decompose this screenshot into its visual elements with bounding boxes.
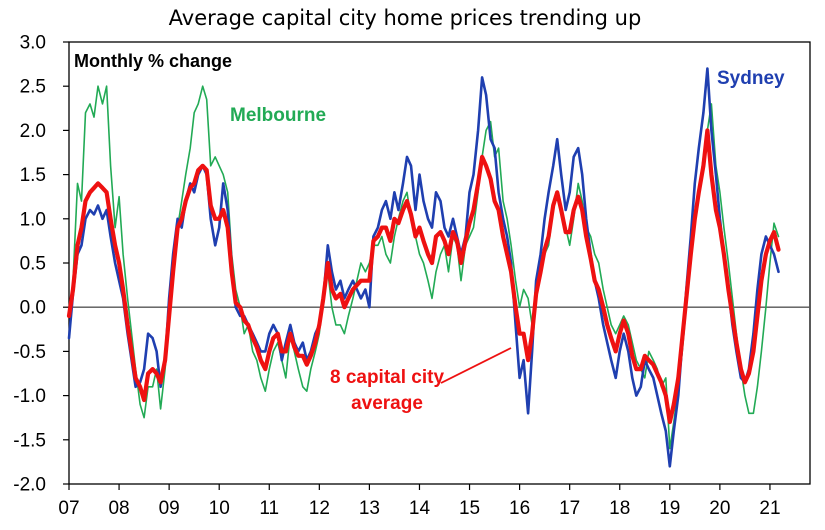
x-tick-label: 07 bbox=[58, 498, 79, 519]
y-tick-label: 2.0 bbox=[20, 121, 46, 142]
x-axis: 07 08 09 10 11 12 13 14 15 16 17 18 19 20 21 bbox=[58, 484, 781, 519]
y-tick-label: 0.0 bbox=[20, 298, 46, 319]
x-tick-label: 15 bbox=[459, 498, 480, 519]
y-tick-label: 2.5 bbox=[20, 77, 46, 98]
chart-title: Average capital city home prices trendin… bbox=[169, 6, 642, 30]
y-tick-label: -0.5 bbox=[13, 342, 46, 363]
y-tick-label: -1.0 bbox=[13, 386, 46, 407]
y-tick-label: 1.5 bbox=[20, 165, 46, 186]
annotation-arrow bbox=[440, 347, 512, 384]
series-line-8-capital-city-average bbox=[66, 128, 781, 425]
x-tick-label: 16 bbox=[509, 498, 530, 519]
y-tick-label: -1.5 bbox=[13, 430, 46, 451]
x-tick-label: 21 bbox=[759, 498, 780, 519]
x-tick-label: 19 bbox=[659, 498, 680, 519]
x-tick-label: 11 bbox=[259, 498, 279, 519]
y-axis-label: Monthly % change bbox=[74, 51, 232, 71]
y-tick-label: 1.0 bbox=[20, 209, 46, 230]
plot-area bbox=[68, 41, 811, 485]
x-tick-label: 20 bbox=[709, 498, 730, 519]
x-tick-label: 12 bbox=[309, 498, 330, 519]
y-tick-label: 0.5 bbox=[20, 254, 46, 275]
y-axis: 3.0 2.5 2.0 1.5 1.0 0.5 0.0 -0.5 -1.0 -1.5 -2.0 bbox=[13, 33, 69, 496]
y-tick-label: -2.0 bbox=[13, 475, 46, 496]
x-tick-label: 18 bbox=[609, 498, 630, 519]
x-tick-label: 10 bbox=[209, 498, 230, 519]
x-tick-label: 09 bbox=[159, 498, 180, 519]
x-tick-label: 17 bbox=[559, 498, 580, 519]
annotation-line-2: average bbox=[351, 393, 423, 414]
y-tick-label: 3.0 bbox=[20, 33, 46, 54]
x-tick-label: 14 bbox=[409, 498, 431, 519]
annotation-line-1: 8 capital city bbox=[330, 367, 444, 388]
series-group bbox=[66, 67, 781, 468]
series-label-melbourne: Melbourne bbox=[230, 105, 326, 126]
x-tick-label: 13 bbox=[359, 498, 380, 519]
series-label-sydney: Sydney bbox=[717, 68, 785, 89]
x-tick-label: 08 bbox=[108, 498, 129, 519]
